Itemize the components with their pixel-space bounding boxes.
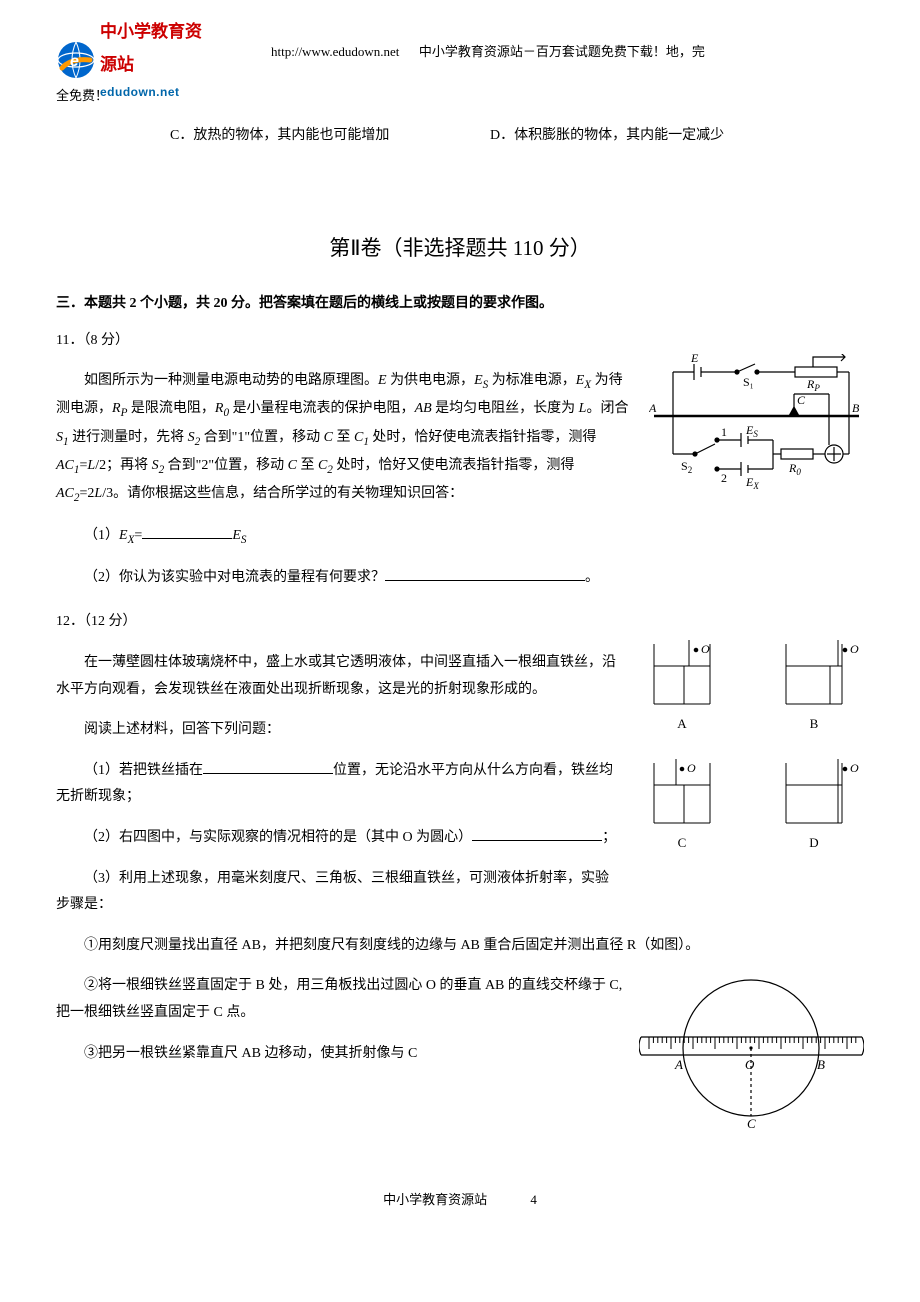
label-Es: ES [745,423,758,439]
section-title: 第Ⅱ卷（非选择题共 110 分） [56,229,864,269]
page-header: e 中小学教育资源站 edudown.net http://www.edudow… [56,40,864,80]
logo-icon: e [56,40,96,80]
blank-meter[interactable] [385,567,585,581]
svg-text:C: C [747,1116,756,1128]
svg-text:e: e [70,53,79,70]
q12-sub3: （3）利用上述现象，用毫米刻度尺、三角板、三根细直铁丝，可测液体折射率，实验步骤… [56,866,864,919]
diagram-C: O C [634,755,730,856]
q12-num: 12．（12 分） [56,609,864,636]
label-Ex: EX [745,475,759,489]
label-S1: S₁ [743,375,754,389]
svg-text:A: A [674,1057,683,1072]
q11-num: 11．（8 分） [56,328,864,355]
label-2: 2 [721,471,727,485]
beaker-diagrams: O A O B [634,636,864,873]
option-row: C．放热的物体，其内能也可能增加 D．体积膨胀的物体，其内能一定减少 [56,123,864,150]
question-11: 11．（8 分） [56,328,864,606]
label-Rp: RP [806,377,820,393]
blank-which[interactable] [472,827,602,841]
diagram-B: O B [766,636,862,737]
logo-subtitle: edudown.net [100,81,216,104]
label-1: 1 [721,425,727,439]
question-12: 12．（12 分） O A [56,609,864,1128]
label-S2: S2 [681,459,692,475]
q11-sub2: （2）你认为该实验中对电流表的量程有何要求？。 [56,565,864,592]
footer-page: 4 [530,1188,537,1213]
header-text: 中小学教育资源站－百万套试题免费下载！地，完 [419,44,705,59]
svg-text:O: O [745,1057,755,1072]
svg-text:O: O [850,642,859,656]
blank-position[interactable] [203,760,333,774]
svg-text:O: O [850,761,859,775]
svg-text:O: O [701,642,710,656]
site-logo: e 中小学教育资源站 edudown.net [56,40,216,80]
label-B: B [852,401,860,415]
label-E: E [690,354,699,365]
circle-ruler-diagram: A O B C [639,973,864,1128]
option-d: D．体积膨胀的物体，其内能一定减少 [490,123,724,150]
label-A: A [649,401,657,415]
diagram-D: O D [766,755,862,856]
label-R0: R0 [788,461,801,477]
header-right: http://www.edudown.net 中小学教育资源站－百万套试题免费下… [271,40,864,65]
q12-step1: ①用刻度尺测量找出直径 AB，并把刻度尺有刻度线的边缘与 AB 重合后固定并测出… [56,933,864,960]
logo-title: 中小学教育资源站 [100,16,216,81]
option-c: C．放热的物体，其内能也可能增加 [170,123,490,150]
footer-text: 中小学教育资源站 [383,1192,487,1207]
q11-sub1: （1）EX=ES [56,523,864,551]
svg-text:B: B [817,1057,825,1072]
circuit-diagram: E S₁ RP A B C S2 ES R0 EX 1 2 [649,354,864,489]
page-footer: 中小学教育资源站 4 [56,1188,864,1213]
svg-text:O: O [687,761,696,775]
header-url: http://www.edudown.net [271,44,399,59]
diagram-A: O A [634,636,730,737]
part-intro: 三．本题共 2 个小题，共 20 分。把答案填在题后的横线上或按题目的要求作图。 [56,291,864,318]
label-C: C [797,393,806,407]
logo-text-block: 中小学教育资源站 edudown.net [100,16,216,103]
blank-ex[interactable] [142,525,232,539]
